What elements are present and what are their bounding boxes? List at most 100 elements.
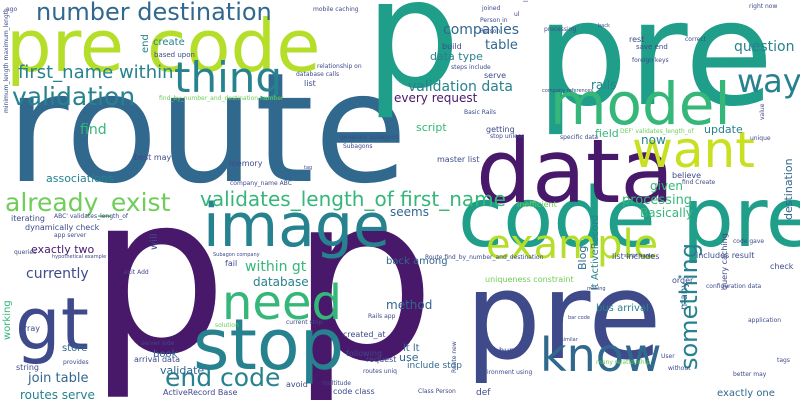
cloud-word: find_by_number_and_destination number xyxy=(159,95,284,102)
cloud-word: p xyxy=(88,147,228,400)
cloud-word: destination xyxy=(782,158,795,220)
cloud-word: need xyxy=(222,275,342,331)
cloud-word: pre xyxy=(536,0,774,139)
cloud-word: save end xyxy=(636,43,668,51)
cloud-word: Basic Rails xyxy=(464,109,496,116)
cloud-word: dynamically check xyxy=(25,223,100,232)
cloud-word: currently xyxy=(26,266,89,282)
cloud-word: right now xyxy=(749,3,778,10)
cloud-word: create xyxy=(153,37,185,48)
cloud-word: validate xyxy=(160,364,205,377)
cloud-word: code class xyxy=(333,387,375,396)
cloud-word: ul xyxy=(514,11,520,18)
cloud-word: gt xyxy=(15,282,89,366)
cloud-word: many xyxy=(679,281,690,310)
cloud-word: way xyxy=(737,62,800,100)
cloud-word: within gt xyxy=(245,259,307,275)
cloud-word: p xyxy=(290,146,436,400)
cloud-word: question xyxy=(734,39,795,55)
cloud-word: User xyxy=(661,353,675,360)
cloud-word: first_name within xyxy=(18,62,174,83)
cloud-word: Person in xyxy=(480,17,508,24)
cloud-word: ActiveRecord Base xyxy=(163,388,238,397)
cloud-word: back among xyxy=(386,256,448,267)
cloud-word: data type xyxy=(430,50,483,63)
cloud-word: example xyxy=(486,222,659,268)
cloud-word: includes result xyxy=(696,251,755,260)
cloud-word: serve xyxy=(484,71,507,80)
cloud-word: solution xyxy=(215,322,239,329)
cloud-word: array xyxy=(19,324,40,333)
cloud-word: use xyxy=(399,351,419,364)
cloud-word: thing xyxy=(174,53,283,102)
cloud-word: unique xyxy=(750,135,771,142)
cloud-word: query caching xyxy=(720,233,729,290)
cloud-word: will xyxy=(149,233,160,250)
cloud-word: Rails app xyxy=(368,313,396,320)
cloud-word: join table xyxy=(28,371,89,386)
cloud-word: lt ActiveRecord xyxy=(590,214,601,290)
cloud-word: company_name ABC xyxy=(230,180,292,187)
cloud-word: uniqueness constraint xyxy=(485,275,574,284)
cloud-word: companies xyxy=(443,22,520,38)
cloud-word: script xyxy=(416,121,447,134)
cloud-word: fail xyxy=(225,259,238,268)
cloud-word: believe xyxy=(672,171,702,180)
cloud-word: better may xyxy=(733,371,767,378)
cloud-word: bar code xyxy=(568,315,590,321)
cloud-word: p xyxy=(365,0,461,122)
cloud-word: request xyxy=(366,355,397,364)
cloud-word: multitude xyxy=(322,380,351,387)
cloud-word: joined xyxy=(482,5,501,12)
cloud-word: rails xyxy=(591,78,617,92)
cloud-word: database calls xyxy=(296,71,340,78)
cloud-word: find xyxy=(80,122,107,138)
cloud-word: application xyxy=(748,317,782,324)
cloud-word: based upon xyxy=(154,51,195,59)
cloud-word: script name xyxy=(624,253,654,259)
cloud-word: making xyxy=(587,286,606,292)
cloud-word: ago xyxy=(6,6,18,13)
cloud-word: environment using xyxy=(476,369,533,376)
cloud-word: build xyxy=(442,42,462,51)
cloud-word: code pre xyxy=(458,171,800,266)
cloud-word: data xyxy=(476,120,675,223)
cloud-word: many relationship xyxy=(596,359,651,366)
cloud-word: already_exist xyxy=(5,188,171,217)
cloud-word: DEF' validates_length_of xyxy=(620,128,694,135)
cloud-word: bus arrival xyxy=(596,303,649,314)
cloud-word: working xyxy=(2,300,13,340)
cloud-word: tag xyxy=(304,165,313,171)
cloud-word: know xyxy=(540,328,662,382)
cloud-word: inefficient xyxy=(517,200,557,209)
cloud-word: processing xyxy=(544,26,577,33)
cloud-word: Route find_by_number_and_destination xyxy=(425,254,544,261)
cloud-word: Basically xyxy=(640,206,693,220)
cloud-word: Person xyxy=(480,28,501,35)
cloud-word: master list xyxy=(437,155,480,164)
cloud-word: created_at xyxy=(343,330,386,339)
cloud-word: Subagons xyxy=(343,143,373,150)
cloud-word: lt lt xyxy=(403,343,420,354)
cloud-word: steps include xyxy=(451,64,491,71)
cloud-word: pre xyxy=(465,248,662,387)
cloud-word: arrival data xyxy=(134,355,180,364)
cloud-word: Class Person xyxy=(418,388,456,395)
cloud-word: check xyxy=(770,262,794,271)
cloud-word: validates_length_of first_name xyxy=(200,187,506,211)
cloud-word: routes uniq xyxy=(363,368,397,375)
cloud-word: exactly two xyxy=(31,243,95,256)
cloud-word: server side xyxy=(141,340,175,347)
cloud-word: pre code xyxy=(6,4,321,88)
cloud-word: current stop xyxy=(286,319,323,326)
cloud-word: store xyxy=(62,343,88,354)
cloud-word: exit Add xyxy=(124,269,149,276)
cloud-word: iterating xyxy=(11,214,45,223)
cloud-word: list xyxy=(304,79,316,88)
cloud-word: table xyxy=(485,38,518,53)
cloud-word: provides xyxy=(63,359,89,366)
cloud-word: avoid xyxy=(286,380,308,389)
cloud-word: code gave xyxy=(733,238,765,245)
cloud-word: mobile caching xyxy=(313,6,359,13)
